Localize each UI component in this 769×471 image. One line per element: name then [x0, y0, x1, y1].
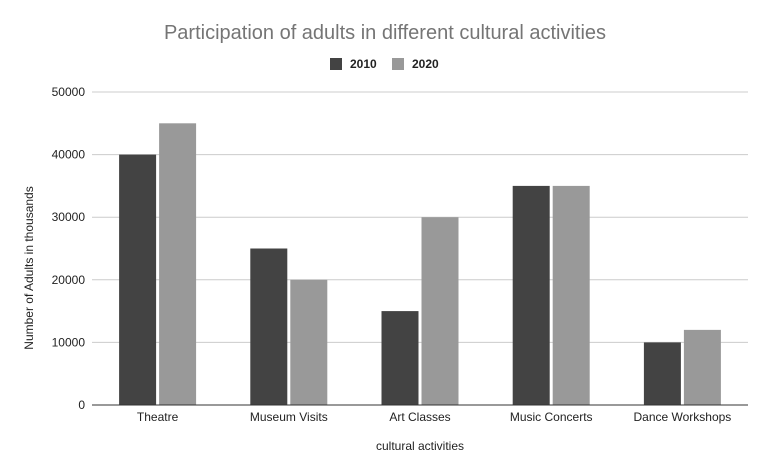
y-axis-ticks: 0 10000 20000 30000 40000 50000 — [52, 85, 86, 412]
bar-music-concerts-2020 — [552, 185, 590, 405]
x-tick-label: Theatre — [137, 410, 179, 424]
x-tick-label: Museum Visits — [250, 410, 328, 424]
y-tick-label: 0 — [78, 398, 85, 412]
y-tick-label: 30000 — [52, 210, 86, 224]
legend-swatch-2010 — [330, 58, 342, 70]
legend-label-2010: 2010 — [350, 57, 377, 71]
bar-museum-visits-2020 — [290, 279, 328, 405]
legend-label-2020: 2020 — [412, 57, 439, 71]
bar-art-classes-2020 — [421, 217, 459, 405]
bar-museum-visits-2010 — [250, 248, 288, 405]
x-tick-label: Music Concerts — [510, 410, 593, 424]
bar-theatre-2010 — [119, 154, 157, 405]
y-tick-label: 20000 — [52, 273, 86, 287]
y-tick-label: 40000 — [52, 148, 86, 162]
chart-title: Participation of adults in different cul… — [164, 22, 606, 44]
bars — [92, 123, 748, 406]
x-tick-label: Art Classes — [389, 410, 450, 424]
bar-dance-workshops-2020 — [683, 329, 721, 405]
x-axis-ticks: Theatre Museum Visits Art Classes Music Con… — [137, 410, 731, 424]
bar-art-classes-2010 — [381, 311, 419, 405]
x-tick-label: Dance Workshops — [633, 410, 731, 424]
legend-swatch-2020 — [392, 58, 404, 70]
y-tick-label: 50000 — [52, 85, 86, 99]
x-axis-label: cultural activities — [376, 439, 464, 453]
bar-theatre-2020 — [159, 123, 197, 406]
y-tick-label: 10000 — [52, 335, 86, 349]
y-axis-label: Number of Adults in thousands — [22, 186, 36, 349]
bar-dance-workshops-2010 — [643, 342, 681, 405]
legend: 2010 2020 — [330, 57, 439, 71]
bar-music-concerts-2010 — [512, 185, 550, 405]
